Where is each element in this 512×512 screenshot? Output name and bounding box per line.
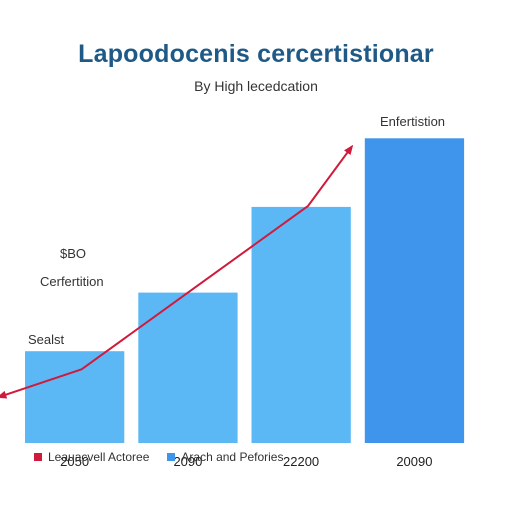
legend-swatch-line bbox=[34, 453, 42, 461]
trend-line-group bbox=[0, 144, 422, 399]
bar-2050 bbox=[25, 351, 125, 443]
last-bar-annotation: Enfertistion bbox=[380, 114, 446, 129]
bar-20090 bbox=[364, 138, 465, 444]
legend-item-bars: Arach and Pefories bbox=[167, 450, 283, 464]
legend-swatch-bars bbox=[167, 453, 176, 461]
chart-title: Lapoodocenis cercertistionar bbox=[78, 40, 434, 68]
x-tick-label: 2090 bbox=[173, 454, 202, 469]
legend-item-line: Leauacvell Actoree bbox=[34, 450, 149, 464]
x-tick-label: 22200 bbox=[283, 454, 319, 469]
x-tick-label: 2050 bbox=[60, 454, 89, 469]
chart-subtitle: By High lecedcation bbox=[194, 78, 318, 94]
legend-label-bars: Arach and Pefories bbox=[181, 450, 284, 464]
legend: Leauacvell Actoree Arach and Pefories bbox=[34, 450, 283, 464]
bar-22200 bbox=[251, 206, 351, 443]
bars-group bbox=[25, 138, 465, 444]
first-bar-annotation: Sealst bbox=[28, 332, 65, 347]
legend-label-line: Leauacvell Actoree bbox=[48, 450, 150, 464]
value-annotation: $BO bbox=[60, 246, 87, 261]
x-tick-label: 20090 bbox=[396, 454, 432, 469]
left-annotation: Cerfertition bbox=[40, 274, 104, 289]
bar-2090 bbox=[138, 292, 238, 443]
x-ticks-group: 2050 2090 22200 20090 bbox=[60, 454, 432, 469]
